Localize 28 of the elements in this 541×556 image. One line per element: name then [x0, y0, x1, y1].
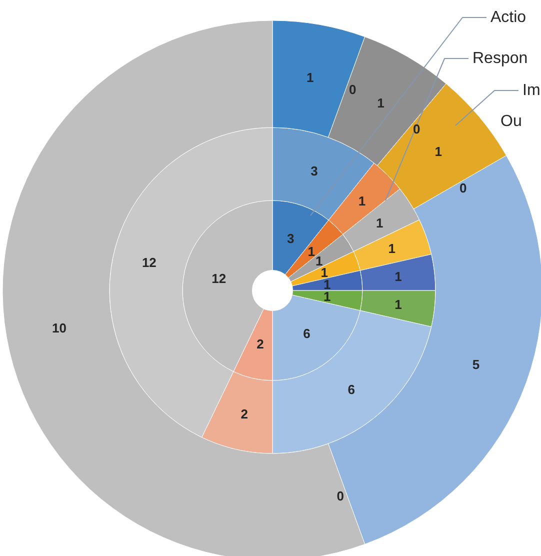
text: Respon — [472, 50, 528, 67]
data-label: 1 — [376, 216, 384, 231]
data-label: 2 — [256, 336, 264, 352]
data-label: 5 — [472, 357, 480, 372]
text: 0 — [460, 180, 467, 196]
text: Im — [522, 82, 540, 99]
data-label: 10 — [52, 320, 67, 336]
text: 0 — [336, 488, 344, 504]
data-label: 1 — [377, 96, 384, 111]
text: Ou — [500, 113, 522, 130]
data-label: 12 — [142, 254, 156, 270]
data-label: 1 — [434, 144, 442, 159]
data-label: 1 — [315, 254, 323, 269]
data-label: 1 — [394, 268, 402, 284]
data-label: 3 — [287, 231, 294, 246]
data-label: 3 — [310, 164, 318, 179]
data-label: 1 — [306, 70, 314, 85]
text: Actio — [490, 9, 526, 26]
data-label: 2 — [240, 406, 248, 422]
data-label: 6 — [348, 382, 355, 397]
data-label: 1 — [394, 297, 402, 312]
data-label: 6 — [303, 326, 310, 341]
data-label: 1 — [358, 194, 366, 209]
data-label: 1 — [388, 241, 396, 256]
text: 0 — [349, 82, 356, 97]
data-label: 1 — [308, 244, 316, 260]
data-label: 12 — [212, 270, 226, 286]
data-label: 1 — [324, 289, 331, 304]
